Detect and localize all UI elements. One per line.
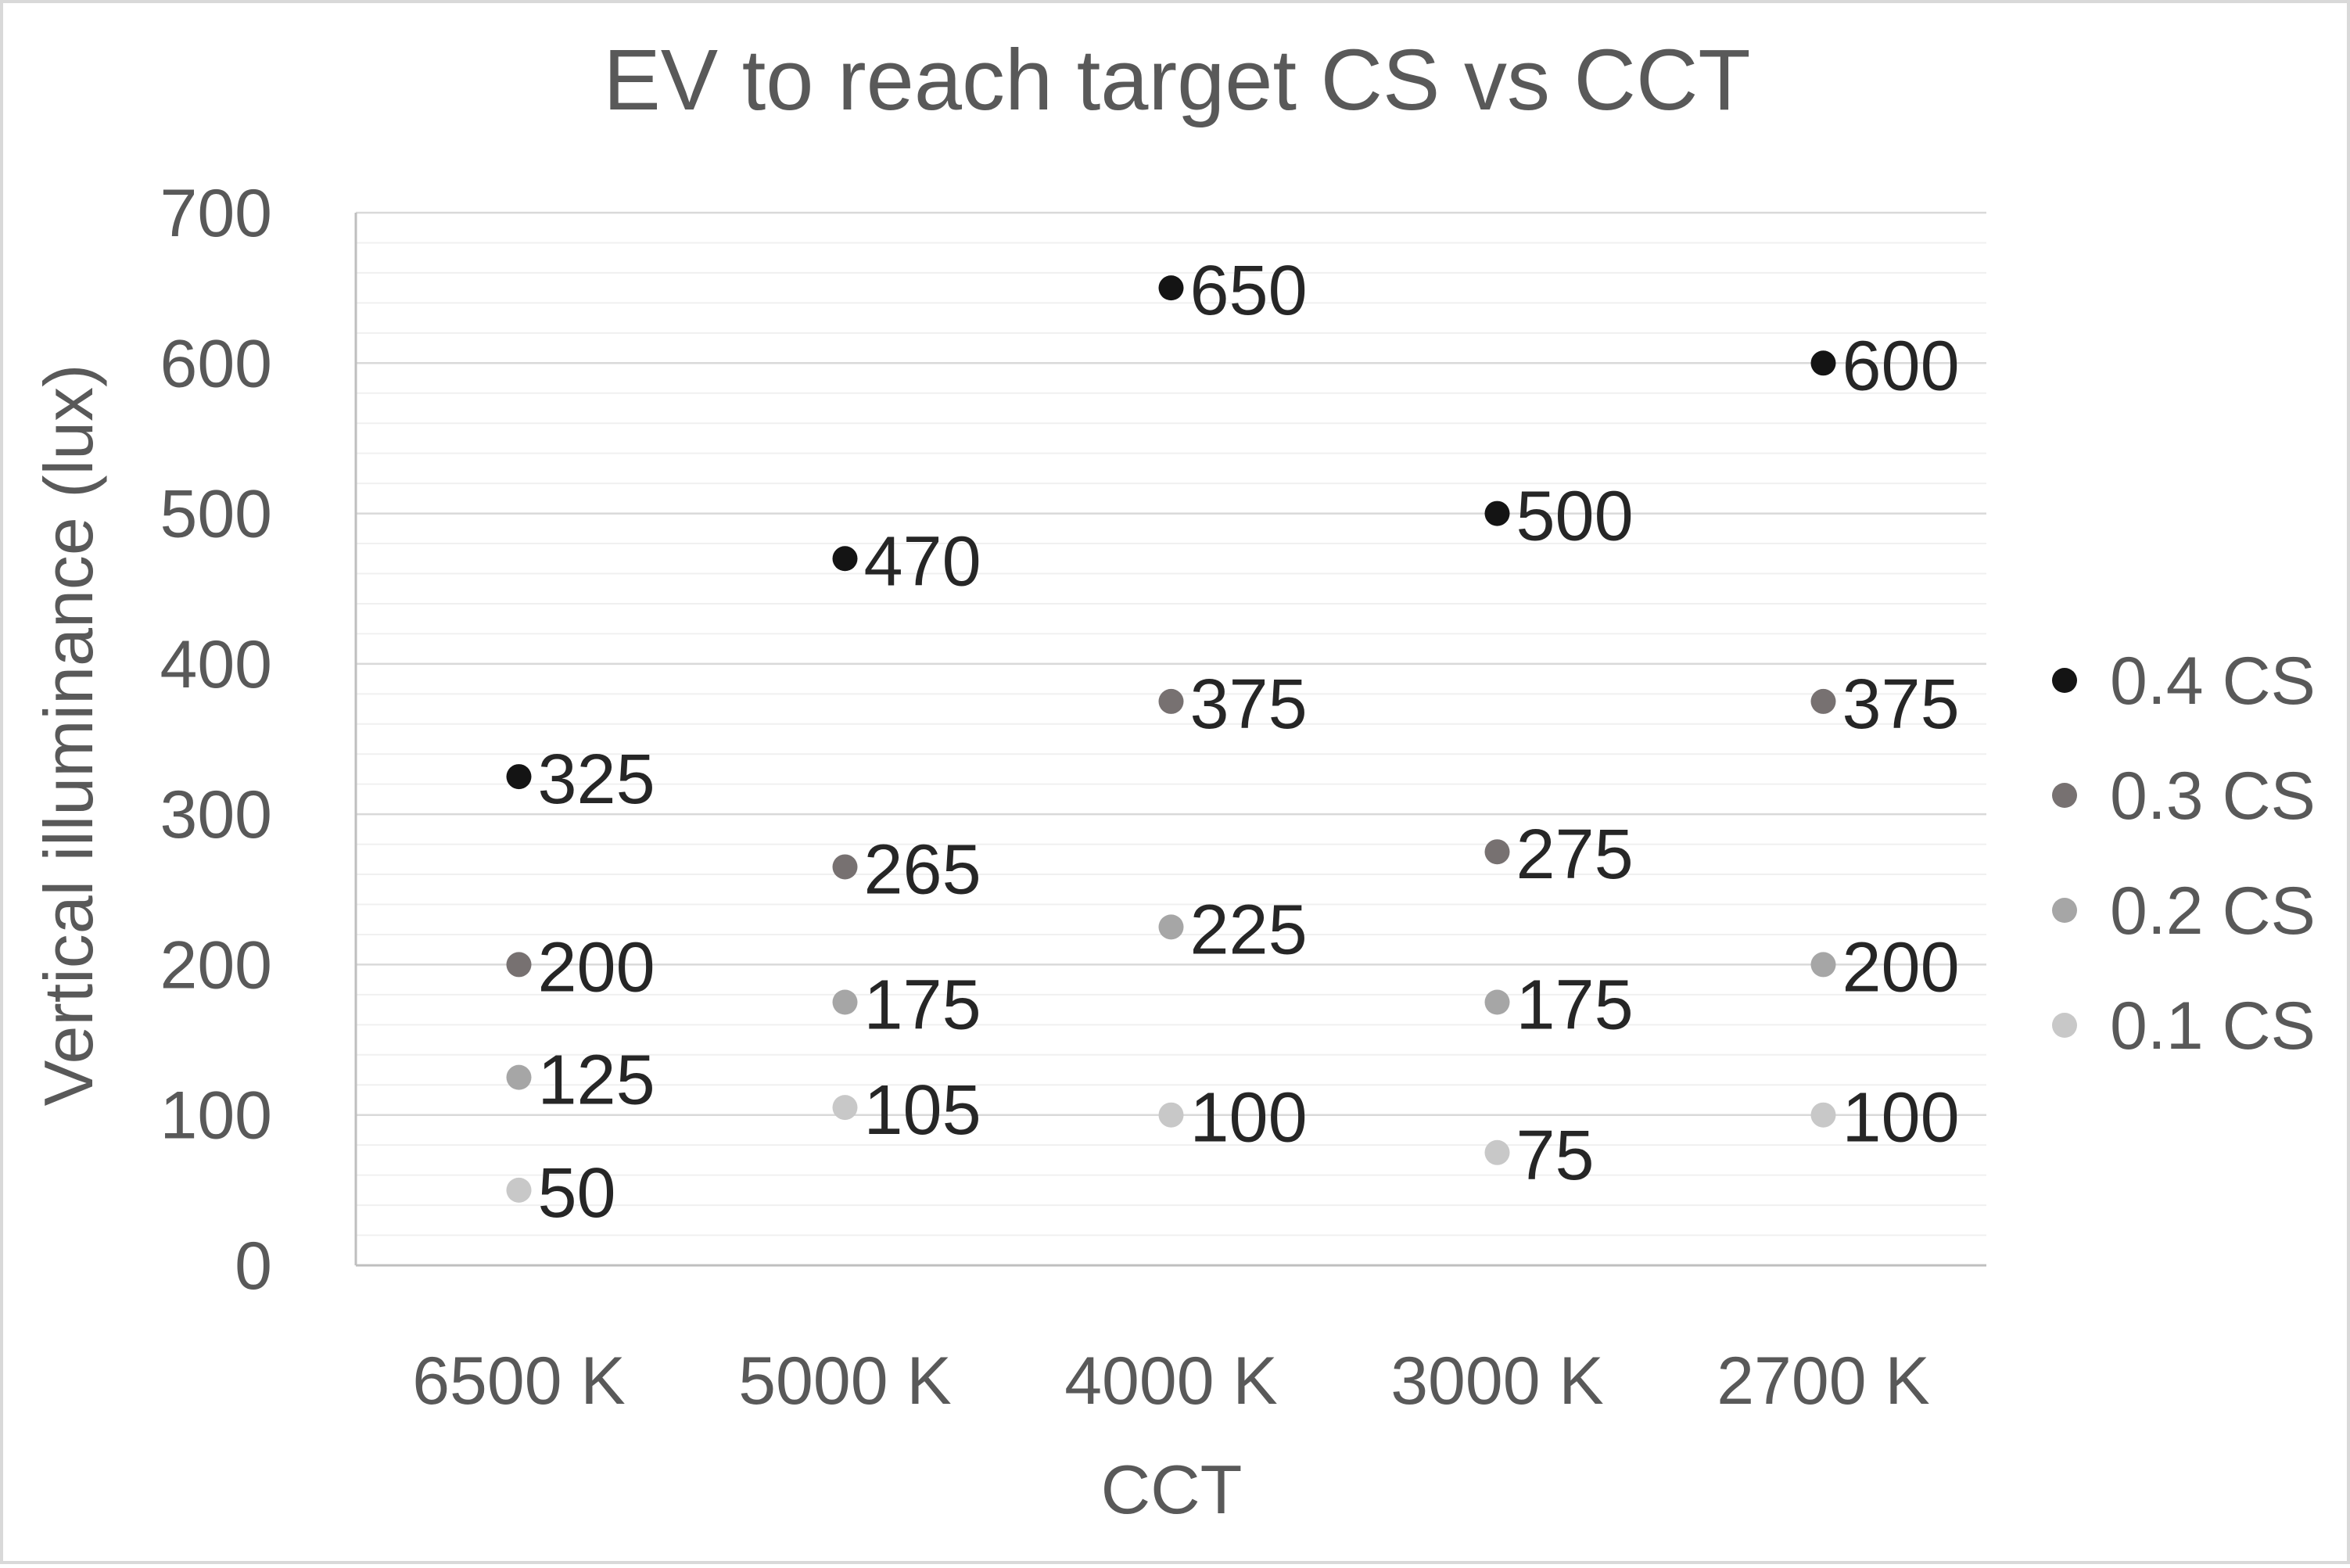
data-point bbox=[1484, 839, 1510, 865]
data-point bbox=[1810, 688, 1836, 714]
data-label: 175 bbox=[864, 967, 981, 1045]
legend-label: 0.2 CS bbox=[2110, 874, 2316, 949]
data-label: 100 bbox=[1842, 1079, 1960, 1157]
y-axis-ticks: 0 100 200 300 400 500 600 700 bbox=[160, 176, 273, 1304]
data-point bbox=[506, 1064, 532, 1090]
y-tick-label: 400 bbox=[160, 627, 273, 702]
data-point bbox=[832, 854, 858, 880]
series-group: 50 105 100 75 100 bbox=[506, 1071, 1960, 1233]
data-label: 600 bbox=[1842, 327, 1960, 405]
data-point bbox=[506, 1177, 532, 1203]
data-point bbox=[1810, 1102, 1836, 1128]
x-tick-label: 2700 K bbox=[1717, 1344, 1930, 1419]
data-label: 500 bbox=[1516, 478, 1634, 556]
legend-marker bbox=[2052, 783, 2077, 808]
data-point bbox=[1484, 989, 1510, 1015]
data-point bbox=[832, 989, 858, 1015]
y-tick-label: 0 bbox=[235, 1229, 272, 1304]
data-point bbox=[1158, 688, 1184, 714]
x-tick-label: 4000 K bbox=[1064, 1344, 1278, 1419]
data-point bbox=[1158, 275, 1184, 301]
data-point bbox=[1158, 914, 1184, 940]
x-tick-label: 6500 K bbox=[412, 1344, 626, 1419]
data-point bbox=[1158, 1102, 1184, 1128]
legend-label: 0.4 CS bbox=[2110, 644, 2316, 719]
legend-marker bbox=[2052, 668, 2077, 693]
data-label: 325 bbox=[538, 741, 655, 819]
series-group: 125 175 225 175 200 bbox=[506, 891, 1960, 1120]
legend-label: 0.3 CS bbox=[2110, 759, 2316, 834]
y-tick-label: 600 bbox=[160, 326, 273, 401]
data-label: 200 bbox=[1842, 928, 1960, 1006]
axes bbox=[354, 213, 1986, 1267]
x-tick-label: 3000 K bbox=[1390, 1344, 1604, 1419]
y-axis-title: Vertical illuminance (lux) bbox=[30, 364, 107, 1107]
series-group: 325 470 650 500 600 bbox=[506, 252, 1960, 819]
data-label: 470 bbox=[864, 522, 981, 601]
series-group: 200 265 375 275 375 bbox=[506, 666, 1960, 1006]
y-tick-label: 100 bbox=[160, 1078, 273, 1154]
y-tick-label: 200 bbox=[160, 928, 273, 1003]
chart-title: EV to reach target CS vs CCT bbox=[603, 32, 1750, 128]
y-tick-label: 700 bbox=[160, 176, 273, 251]
data-point bbox=[1484, 1139, 1510, 1165]
x-tick-label: 5000 K bbox=[738, 1344, 952, 1419]
legend-marker bbox=[2052, 898, 2077, 923]
data-label: 225 bbox=[1190, 891, 1308, 969]
data-point bbox=[506, 764, 532, 790]
x-axis-title: CCT bbox=[1101, 1451, 1243, 1528]
data-label: 50 bbox=[538, 1154, 616, 1233]
data-label: 125 bbox=[538, 1042, 655, 1120]
data-label: 105 bbox=[864, 1071, 981, 1150]
data-point bbox=[832, 546, 858, 572]
data-label: 650 bbox=[1190, 252, 1308, 330]
data-label: 100 bbox=[1190, 1079, 1308, 1157]
legend-marker bbox=[2052, 1013, 2077, 1038]
data-label: 200 bbox=[538, 928, 655, 1006]
data-point bbox=[1484, 501, 1510, 526]
data-label: 375 bbox=[1842, 666, 1960, 744]
x-axis-ticks: 6500 K 5000 K 4000 K 3000 K 2700 K bbox=[412, 1344, 1930, 1419]
data-point bbox=[1810, 952, 1836, 978]
data-points: 3254706505006002002653752753751251752251… bbox=[506, 252, 1960, 1233]
gridlines bbox=[356, 211, 1986, 1236]
data-point bbox=[832, 1095, 858, 1121]
data-label: 75 bbox=[1516, 1117, 1595, 1195]
data-label: 275 bbox=[1516, 816, 1634, 894]
legend: 0.4 CS 0.3 CS 0.2 CS 0.1 CS bbox=[2052, 644, 2316, 1064]
legend-label: 0.1 CS bbox=[2110, 989, 2316, 1064]
data-point bbox=[506, 952, 532, 978]
y-tick-label: 500 bbox=[160, 477, 273, 552]
data-label: 265 bbox=[864, 831, 981, 909]
y-tick-label: 300 bbox=[160, 777, 273, 852]
data-label: 375 bbox=[1190, 666, 1308, 744]
data-label: 175 bbox=[1516, 967, 1634, 1045]
data-point bbox=[1810, 350, 1836, 376]
